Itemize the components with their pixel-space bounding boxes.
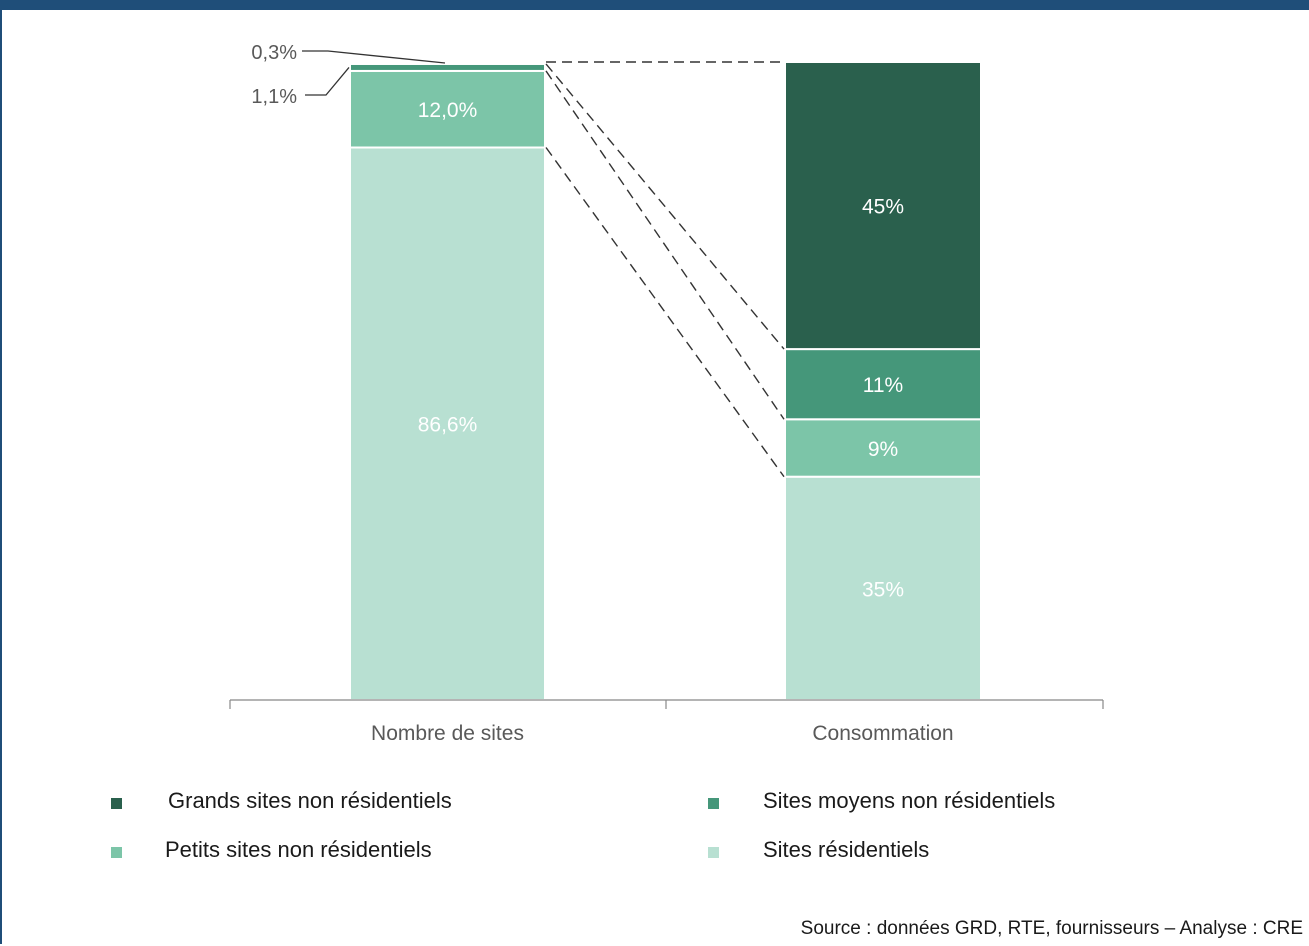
bar-segment-0-3 bbox=[349, 61, 546, 65]
bar-segment-1-0 bbox=[784, 475, 982, 702]
data-label-0-1: 12,0% bbox=[418, 99, 478, 122]
bar-segment-1-3 bbox=[784, 61, 982, 351]
data-label-0-0: 86,6% bbox=[418, 414, 478, 437]
bar-segment-0-2 bbox=[349, 62, 546, 72]
bar-segment-0-0 bbox=[349, 146, 546, 701]
legend-swatch-residentiels bbox=[708, 847, 719, 858]
connector-line-2 bbox=[545, 63, 785, 350]
bar-segment-1-2 bbox=[784, 348, 982, 421]
x-tick-label-1: Consommation bbox=[812, 722, 953, 745]
legend-label-grands: Grands sites non résidentiels bbox=[168, 788, 452, 813]
data-label-0-3: 0,3% bbox=[251, 42, 297, 64]
connector-line-0 bbox=[545, 147, 785, 478]
header-bar bbox=[0, 0, 1309, 10]
legend-label-petits: Petits sites non résidentiels bbox=[165, 837, 432, 862]
connector-line-1 bbox=[545, 70, 785, 420]
leader-line-0-2 bbox=[305, 66, 350, 96]
data-label-1-3: 45% bbox=[862, 196, 904, 219]
data-label-1-0: 35% bbox=[862, 578, 904, 601]
data-label-0-2: 1,1% bbox=[251, 86, 297, 108]
legend-label-residentiels: Sites résidentiels bbox=[763, 837, 930, 862]
bar-segment-1-1 bbox=[784, 418, 982, 478]
data-label-1-1: 9% bbox=[868, 438, 898, 461]
legend-swatch-grands bbox=[111, 798, 122, 809]
x-tick-label-0: Nombre de sites bbox=[371, 722, 524, 745]
legend-label-moyens: Sites moyens non résidentiels bbox=[763, 788, 1056, 813]
legend-swatch-petits bbox=[111, 847, 122, 858]
source-note: Source : données GRD, RTE, fournisseurs … bbox=[800, 918, 1303, 939]
data-label-1-2: 11% bbox=[863, 374, 903, 397]
leader-line-0-3 bbox=[302, 50, 446, 64]
legend-swatch-moyens bbox=[708, 798, 719, 809]
bar-segment-0-1 bbox=[349, 69, 546, 149]
